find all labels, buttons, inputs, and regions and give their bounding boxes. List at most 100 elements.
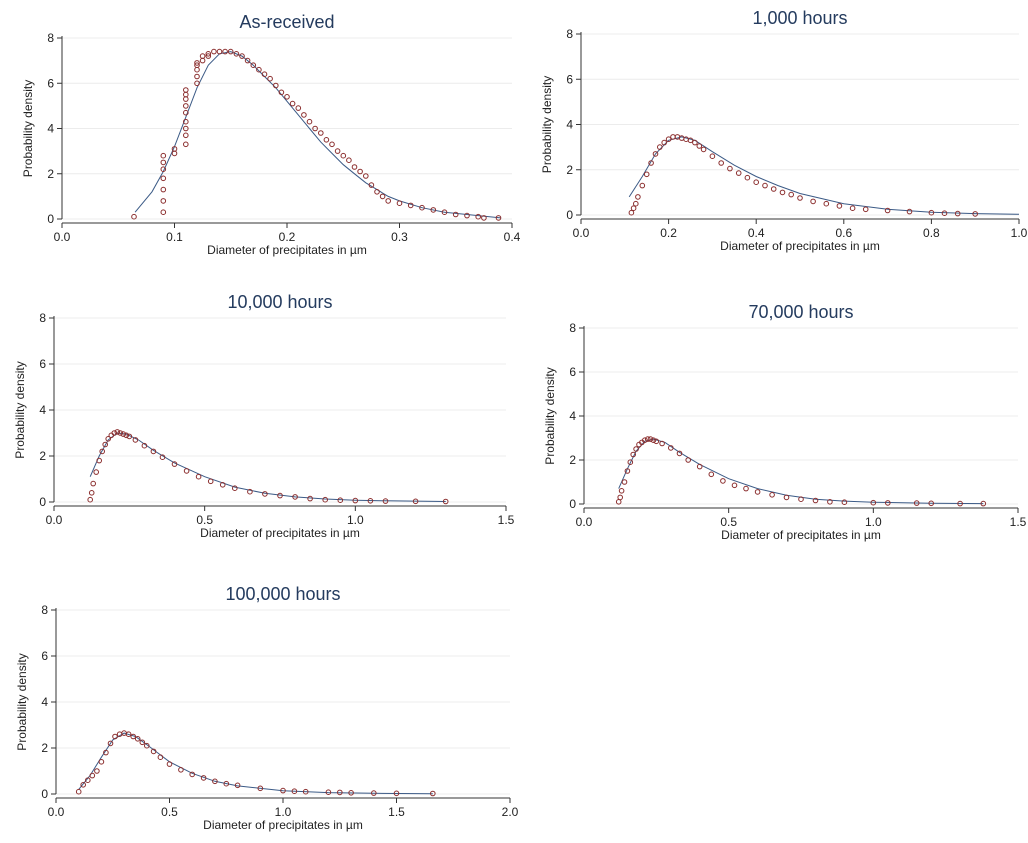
data-point bbox=[160, 175, 167, 182]
data-point bbox=[352, 497, 359, 504]
data-point bbox=[621, 479, 628, 485]
data-point bbox=[957, 500, 963, 507]
chart-title: 10,000 hours bbox=[227, 292, 332, 312]
data-point bbox=[223, 780, 230, 787]
data-point bbox=[696, 463, 703, 470]
data-point bbox=[812, 497, 819, 504]
data-point bbox=[105, 436, 111, 442]
data-point bbox=[284, 94, 290, 100]
y-tick-label: 6 bbox=[39, 357, 46, 371]
data-point bbox=[657, 144, 663, 150]
data-point bbox=[770, 186, 777, 192]
data-point bbox=[644, 436, 651, 442]
data-point bbox=[205, 53, 212, 59]
data-point bbox=[334, 148, 341, 154]
data-point bbox=[183, 141, 189, 148]
data-point bbox=[160, 198, 167, 204]
data-point bbox=[368, 182, 375, 188]
chart-10000-hours: 10,000 hours 0 2 4 6 8 0.0 0.5 1.0 1.5 Diameter of… bbox=[13, 292, 515, 540]
data-point bbox=[762, 182, 768, 189]
y-tick-label: 0 bbox=[47, 212, 54, 226]
x-tick-label: 0.0 bbox=[46, 513, 63, 527]
data-point bbox=[788, 191, 795, 198]
data-point bbox=[769, 492, 775, 498]
data-point bbox=[194, 60, 200, 66]
data-point bbox=[624, 468, 631, 474]
data-point bbox=[357, 168, 363, 175]
x-tick-label: 0.2 bbox=[660, 226, 677, 240]
y-axis-label: Probability density bbox=[21, 80, 35, 177]
data-point bbox=[617, 494, 623, 501]
data-point bbox=[306, 118, 313, 125]
y-tick-label: 8 bbox=[566, 27, 573, 41]
data-point bbox=[212, 778, 218, 785]
data-point bbox=[244, 57, 251, 64]
data-point bbox=[696, 143, 703, 149]
chart-panel-as-received: As-received 0 2 4 6 8 0.0 0.1 0.2 0.3 0.4 Diameter … bbox=[10, 8, 521, 263]
data-point bbox=[160, 159, 167, 166]
data-point bbox=[194, 73, 200, 80]
data-point bbox=[171, 150, 178, 157]
data-point bbox=[134, 736, 141, 742]
x-tick-label: 1.0 bbox=[1011, 226, 1028, 240]
chart-as-received: As-received 0 2 4 6 8 0.0 0.1 0.2 0.3 0.4 Diameter … bbox=[21, 12, 521, 257]
data-point bbox=[183, 91, 189, 98]
x-tick-label: 0.8 bbox=[923, 226, 940, 240]
data-point bbox=[90, 480, 96, 487]
data-point bbox=[166, 761, 173, 767]
data-point bbox=[89, 772, 96, 779]
data-point bbox=[289, 100, 296, 107]
data-point bbox=[475, 213, 482, 220]
data-point bbox=[239, 53, 245, 59]
data-point bbox=[195, 473, 202, 480]
data-point bbox=[312, 125, 318, 132]
data-point bbox=[442, 498, 449, 505]
data-point bbox=[709, 153, 716, 159]
data-point bbox=[647, 436, 654, 442]
data-point bbox=[676, 450, 683, 457]
y-tick-label: 0 bbox=[41, 787, 48, 801]
data-point bbox=[668, 445, 674, 451]
x-axis-label: Diameter of precipitates in µm bbox=[207, 243, 367, 257]
data-point bbox=[379, 193, 386, 200]
data-point bbox=[367, 498, 374, 504]
x-tick-label: 0.1 bbox=[166, 230, 183, 244]
data-point bbox=[692, 139, 698, 146]
x-axis-label: Diameter of precipitates in µm bbox=[203, 818, 363, 832]
x-tick-label: 1.0 bbox=[865, 515, 882, 529]
data-point bbox=[823, 200, 830, 207]
data-point bbox=[107, 740, 114, 747]
data-point bbox=[685, 457, 691, 463]
x-tick-label: 0.0 bbox=[576, 515, 593, 529]
data-point bbox=[913, 500, 920, 506]
data-point bbox=[120, 431, 127, 437]
data-point bbox=[227, 48, 234, 55]
data-point bbox=[183, 96, 189, 102]
data-point bbox=[125, 731, 132, 737]
chart-panel-100000-hours: 100,000 hours 0 2 4 6 8 0.0 0.5 1.0 1.5 2.0 Diamete… bbox=[8, 580, 519, 838]
data-point bbox=[85, 777, 91, 783]
data-point bbox=[93, 469, 99, 475]
data-point bbox=[178, 767, 184, 773]
data-point bbox=[102, 441, 108, 448]
fitted-density-line bbox=[134, 51, 501, 219]
data-point bbox=[464, 212, 470, 219]
data-point bbox=[687, 137, 694, 144]
data-point bbox=[885, 500, 891, 506]
y-tick-label: 8 bbox=[41, 603, 48, 617]
data-point bbox=[194, 62, 200, 69]
data-point bbox=[481, 215, 487, 221]
data-point bbox=[194, 80, 200, 87]
data-point bbox=[371, 790, 377, 796]
data-point bbox=[980, 500, 987, 507]
data-point bbox=[130, 733, 136, 740]
y-tick-label: 8 bbox=[569, 321, 576, 335]
y-tick-label: 4 bbox=[569, 409, 576, 423]
data-point bbox=[99, 448, 105, 455]
data-point bbox=[273, 82, 279, 89]
data-point bbox=[247, 488, 253, 495]
chart-title: 100,000 hours bbox=[225, 584, 340, 604]
x-tick-label: 0.0 bbox=[54, 230, 71, 244]
y-tick-label: 4 bbox=[41, 695, 48, 709]
x-tick-label: 0.2 bbox=[279, 230, 296, 244]
